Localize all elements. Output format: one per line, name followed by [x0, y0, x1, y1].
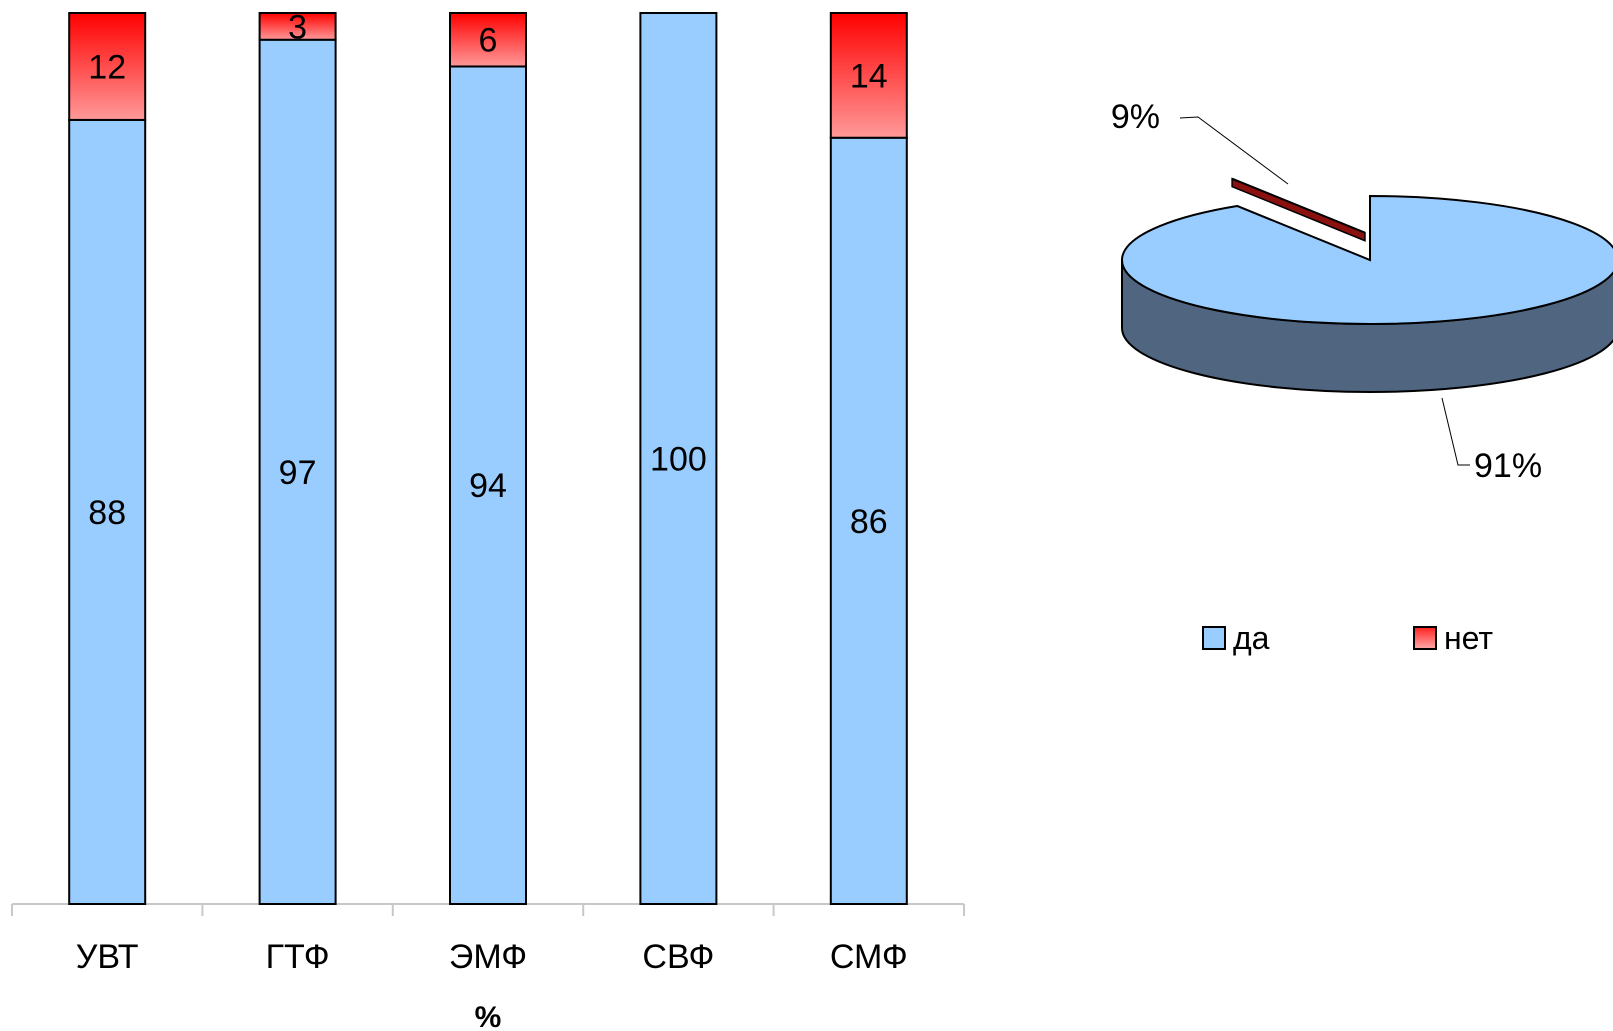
legend-swatch-net: [1413, 626, 1437, 650]
x-axis: [11, 903, 965, 916]
data-label-да-ЭМФ: 94: [469, 467, 507, 505]
data-label-нет-УВТ: 12: [88, 48, 126, 86]
pie-chart: 9% 91%: [1111, 98, 1613, 485]
data-label-нет-ГТФ: 3: [288, 8, 307, 46]
data-label-да-ГТФ: 97: [279, 454, 317, 492]
legend-label-da: да: [1233, 620, 1270, 656]
bar-нет-СМФ: [829, 12, 908, 139]
bar-chart: 88 12 97 3 94 6 100 86 14 УВТ ГТФ ЭМФ СВФ СМФ %: [11, 8, 965, 1031]
x-tick-label-СВФ: СВФ: [642, 938, 714, 976]
pie-value-label-da: 91%: [1474, 447, 1542, 485]
legend-swatch-da: [1202, 626, 1226, 650]
bar-data-labels: 88 12 97 3 94 6 100 86 14: [88, 8, 887, 541]
bar-да-ЭМФ: [449, 65, 527, 905]
legend-label-net: нет: [1444, 620, 1493, 656]
pie-value-label-net: 9%: [1111, 98, 1160, 136]
pie-leader-da: [1441, 397, 1470, 466]
data-label-да-УВТ: 88: [88, 494, 126, 532]
data-label-нет-СМФ: 14: [850, 57, 888, 95]
bar-нет-ЭМФ: [449, 12, 527, 68]
data-label-да-СВФ: 100: [650, 441, 707, 479]
bar-да-СВФ: [639, 12, 718, 905]
bar-да-СМФ: [829, 136, 908, 906]
legend: да нет: [1202, 620, 1493, 656]
x-tick-label-ГТФ: ГТФ: [266, 938, 330, 976]
pie-slice-da: [1121, 194, 1613, 325]
bar-нет-ГТФ: [258, 12, 337, 41]
data-label-да-СМФ: 86: [850, 503, 888, 541]
data-label-нет-ЭМФ: 6: [479, 22, 498, 60]
x-tick-label-ЭМФ: ЭМФ: [449, 938, 527, 976]
bar-series: [68, 12, 908, 906]
bar-да-УВТ: [68, 118, 147, 906]
x-tick-label-УВТ: УВТ: [76, 938, 139, 976]
x-tick-label-СМФ: СМФ: [830, 938, 908, 976]
x-tick-labels: УВТ ГТФ ЭМФ СВФ СМФ: [76, 938, 908, 976]
x-axis-title: %: [475, 1001, 502, 1031]
pie-leader-net: [1179, 116, 1289, 185]
bar-да-ГТФ: [258, 38, 337, 906]
pie-value-labels: 9% 91%: [1111, 98, 1542, 485]
pie-slices: [1121, 177, 1613, 393]
bar-нет-УВТ: [68, 12, 147, 121]
